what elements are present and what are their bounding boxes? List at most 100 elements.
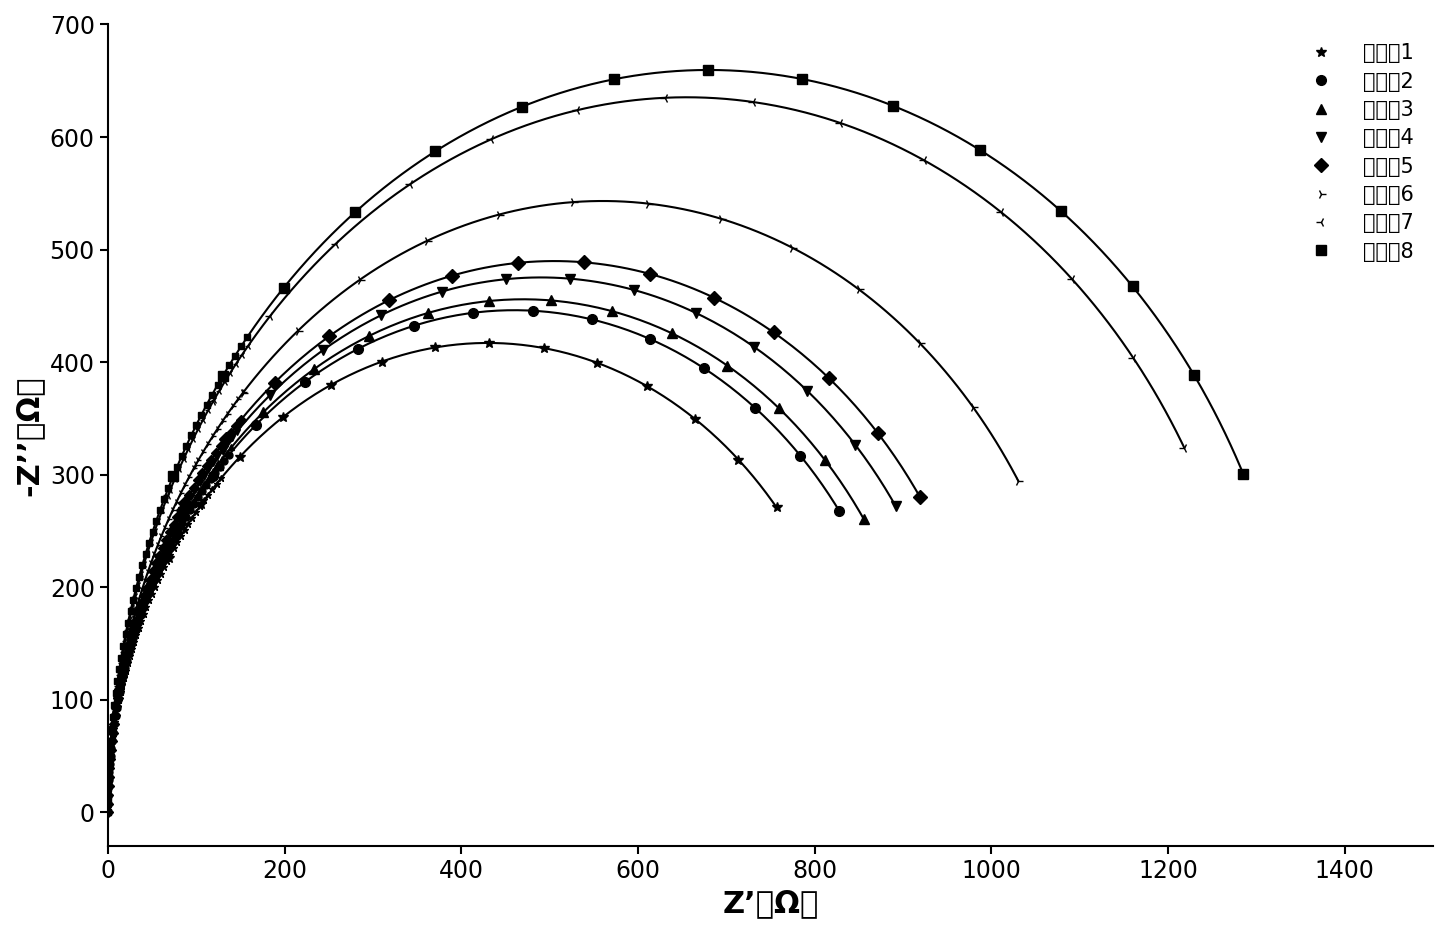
实施例6 [233,388,251,399]
实施例6 [712,214,730,225]
Line: 实施例6: 实施例6 [191,197,1024,485]
实施例8 [972,145,989,156]
实施例2 [831,506,849,517]
实施例4 [562,273,579,285]
实施例1 [427,341,445,353]
实施例8 [885,101,902,112]
Line: 实施例2: 实施例2 [171,306,844,539]
实施例3 [770,402,788,413]
实施例5 [217,433,235,444]
实施例1 [588,357,605,369]
Line: 实施例4: 实施例4 [178,273,901,517]
实施例3 [255,407,272,418]
实施例6 [491,209,508,220]
实施例4 [847,439,864,450]
实施例5 [320,330,337,341]
实施例4 [314,344,332,355]
实施例5 [443,270,460,281]
实施例7 [1063,273,1080,285]
实施例6 [290,326,307,337]
实施例1 [639,381,656,392]
实施例7 [656,92,673,104]
实施例7 [261,311,278,322]
实施例2 [792,450,809,461]
实施例7 [327,238,345,249]
实施例1 [323,379,340,390]
实施例4 [214,444,232,455]
实施例8 [794,74,811,85]
实施例1 [481,338,498,349]
实施例6 [350,274,368,285]
实施例7 [401,178,418,189]
实施例8 [1186,369,1203,381]
实施例7 [1125,353,1142,364]
实施例7 [482,133,500,145]
实施例3 [306,364,323,375]
实施例3 [171,519,188,530]
实施例3 [420,307,437,318]
实施例5 [765,327,782,338]
Line: 实施例3: 实施例3 [175,296,869,529]
实施例1 [730,454,747,466]
实施例8 [346,206,363,217]
实施例7 [1176,442,1193,453]
实施例4 [888,501,905,512]
实施例6 [1009,475,1027,486]
实施例8 [1235,468,1253,480]
实施例4 [372,310,390,321]
实施例4 [626,285,643,296]
实施例8 [605,74,623,85]
实施例7 [744,96,762,107]
实施例6 [911,338,928,349]
实施例8 [214,370,232,382]
实施例5 [177,497,194,508]
实施例3 [815,454,833,466]
实施例2 [248,419,265,430]
实施例1 [767,502,785,513]
实施例5 [705,292,723,303]
实施例6 [783,242,801,253]
Legend: 实施例1, 实施例2, 实施例3, 实施例4, 实施例5, 实施例6, 实施例7, 实施例8: 实施例1, 实施例2, 实施例3, 实施例4, 实施例5, 实施例6, 实施例7… [1286,35,1422,270]
实施例2 [584,313,601,325]
实施例1 [534,342,552,354]
实施例5 [820,372,837,383]
实施例3 [481,296,498,307]
实施例6 [565,197,582,208]
实施例8 [1053,205,1070,216]
实施例1 [374,355,391,367]
实施例2 [349,343,366,355]
实施例4 [433,285,450,297]
实施例3 [604,306,621,317]
实施例2 [295,377,313,388]
实施例5 [266,377,284,388]
实施例2 [204,470,222,481]
实施例8 [699,64,717,76]
实施例7 [915,155,933,166]
实施例4 [746,341,763,353]
Line: 实施例5: 实施例5 [180,258,925,508]
实施例5 [641,269,659,280]
实施例2 [641,333,659,344]
实施例4 [686,307,704,318]
Line: 实施例1: 实施例1 [164,338,782,563]
实施例8 [275,282,292,293]
实施例8 [514,101,531,112]
实施例4 [799,385,817,397]
实施例3 [209,459,226,470]
实施例7 [204,396,222,407]
实施例8 [427,146,445,157]
实施例7 [568,104,585,116]
实施例3 [663,327,681,339]
实施例3 [543,295,560,306]
实施例5 [381,295,398,306]
实施例2 [168,528,185,539]
Line: 实施例8: 实施例8 [168,65,1248,480]
实施例1 [193,499,210,510]
实施例4 [261,390,278,401]
实施例7 [159,490,177,501]
实施例6 [964,401,982,412]
实施例6 [850,284,867,295]
X-axis label: Z’（Ω）: Z’（Ω） [723,889,818,918]
实施例2 [746,402,763,413]
实施例1 [686,413,704,425]
